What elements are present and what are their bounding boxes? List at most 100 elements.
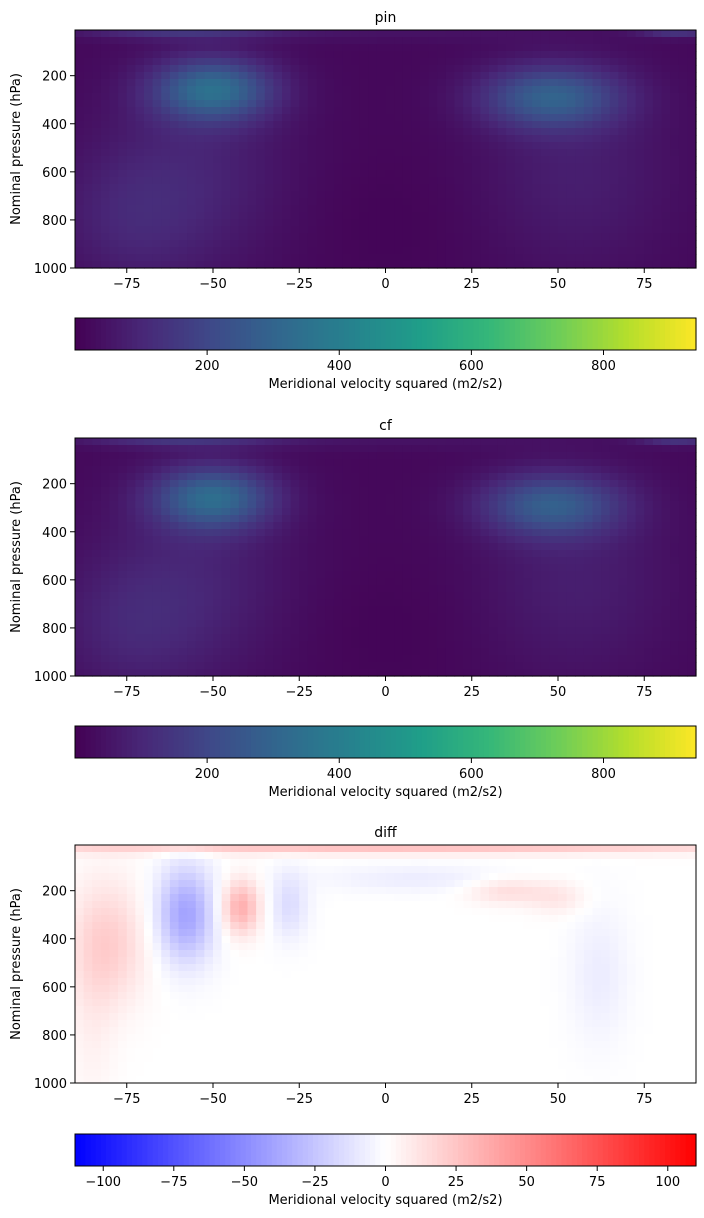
heatmap-cell: [264, 543, 274, 551]
heatmap-cell: [299, 613, 309, 621]
heatmap-cell: [144, 557, 154, 565]
heatmap-cell: [678, 445, 688, 453]
heatmap-cell: [144, 149, 154, 157]
heatmap-cell: [411, 247, 421, 255]
heatmap-cell: [213, 620, 223, 628]
heatmap-cell: [445, 480, 456, 488]
heatmap-cell: [678, 156, 688, 164]
heatmap-cell: [420, 438, 430, 446]
heatmap-cell: [618, 121, 628, 129]
heatmap-cell: [627, 226, 637, 234]
heatmap-cell: [411, 466, 421, 474]
heatmap-cell: [609, 51, 619, 59]
heatmap-cell: [299, 191, 309, 199]
heatmap-cell: [489, 114, 499, 122]
heatmap-cell: [627, 177, 637, 185]
heatmap-cell: [368, 184, 378, 192]
heatmap-cell: [273, 522, 283, 530]
heatmap-cell: [169, 438, 180, 446]
heatmap-cell: [264, 261, 274, 269]
heatmap-cell: [204, 205, 214, 213]
heatmap-cell: [385, 198, 395, 206]
heatmap-cell: [92, 121, 102, 129]
heatmap-cell: [661, 198, 671, 206]
heatmap-cell: [195, 247, 205, 255]
heatmap-cell: [670, 592, 680, 600]
heatmap-cell: [480, 149, 490, 157]
heatmap-cell: [411, 72, 421, 80]
heatmap-cell: [385, 212, 395, 220]
heatmap-cell: [264, 585, 274, 593]
heatmap-cell: [540, 501, 550, 509]
heatmap-cell: [523, 564, 533, 572]
heatmap-cell: [204, 445, 214, 453]
heatmap-cell: [489, 634, 499, 642]
heatmap-cell: [428, 613, 438, 621]
heatmap-cell: [109, 494, 119, 502]
heatmap-cell: [678, 557, 688, 565]
heatmap-cell: [437, 72, 447, 80]
heatmap-cell: [514, 135, 525, 143]
heatmap-cell: [592, 634, 602, 642]
heatmap-cell: [316, 578, 326, 586]
heatmap-cell: [351, 247, 361, 255]
heatmap-cell: [264, 107, 274, 115]
heatmap-cell: [385, 142, 395, 150]
heatmap-cell: [221, 501, 231, 509]
heatmap-cell: [627, 592, 637, 600]
colorbar-segment: [468, 318, 475, 350]
heatmap-cell: [83, 606, 93, 614]
heatmap-cell: [558, 156, 568, 164]
heatmap-cell: [497, 191, 507, 199]
heatmap-cell: [92, 662, 102, 670]
heatmap-cell: [437, 571, 447, 579]
heatmap-cell: [376, 494, 387, 502]
heatmap-cell: [394, 121, 404, 129]
heatmap-cell: [575, 508, 585, 516]
heatmap-cell: [635, 30, 645, 38]
heatmap-cell: [566, 606, 576, 614]
x-tick-label: 50: [550, 277, 567, 292]
heatmap-cell: [497, 599, 507, 607]
heatmap-cell: [92, 233, 102, 241]
heatmap-cell: [583, 212, 594, 220]
heatmap-cell: [359, 93, 369, 101]
heatmap-cell: [368, 550, 378, 558]
heatmap-cell: [523, 634, 533, 642]
heatmap-cell: [644, 480, 654, 488]
heatmap-cell: [583, 641, 594, 649]
heatmap-cell: [118, 44, 128, 52]
heatmap-cell: [144, 37, 154, 45]
heatmap-cell: [204, 198, 214, 206]
heatmap-cell: [100, 135, 111, 143]
heatmap-cell: [282, 564, 292, 572]
heatmap-cell: [376, 58, 387, 66]
heatmap-cell: [592, 564, 602, 572]
heatmap-cell: [661, 163, 671, 171]
heatmap-cell: [583, 627, 594, 635]
heatmap-cell: [540, 128, 550, 136]
heatmap-cell: [118, 191, 128, 199]
heatmap-cell: [221, 156, 231, 164]
heatmap-cell: [601, 473, 611, 481]
heatmap-cell: [618, 191, 628, 199]
heatmap-cell: [169, 191, 180, 199]
heatmap-cell: [135, 613, 145, 621]
heatmap-cell: [230, 578, 240, 586]
heatmap-cell: [316, 487, 326, 495]
heatmap-cell: [618, 247, 628, 255]
heatmap-cell: [161, 641, 171, 649]
heatmap-cell: [75, 515, 85, 523]
heatmap-cell: [238, 515, 249, 523]
heatmap-cell: [394, 508, 404, 516]
heatmap-cell: [540, 522, 550, 530]
colorbar-segment: [276, 318, 283, 350]
heatmap-cell: [333, 550, 343, 558]
heatmap-cell: [627, 149, 637, 157]
colorbar-segment: [282, 318, 288, 350]
heatmap-cell: [575, 86, 585, 94]
heatmap-cell: [601, 261, 611, 269]
heatmap-cell: [118, 51, 128, 59]
heatmap-cell: [376, 191, 387, 199]
heatmap-cell: [601, 466, 611, 474]
